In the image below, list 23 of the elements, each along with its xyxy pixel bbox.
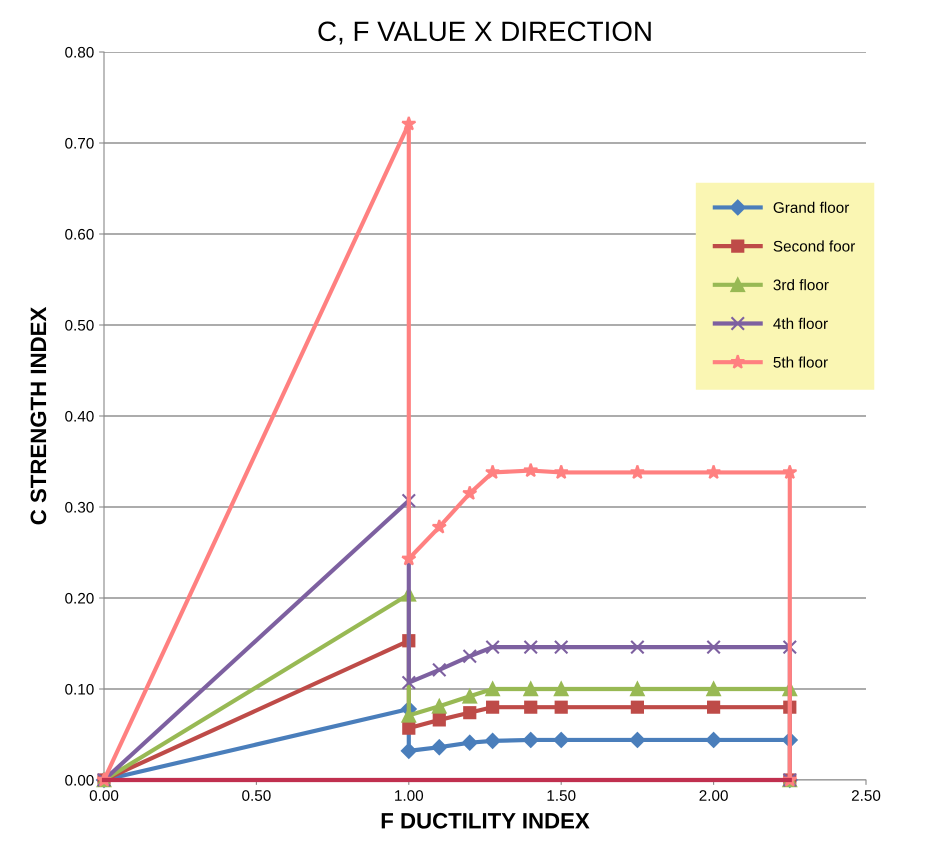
legend-label: 4th floor — [773, 318, 828, 330]
x-tick-label: 1.00 — [395, 790, 424, 801]
y-tick-label: 0.70 — [65, 138, 94, 149]
legend-label: 3rd floor — [773, 279, 829, 290]
y-axis-title: C STRENGTH INDEX — [30, 306, 46, 524]
legend-label: 5th floor — [774, 356, 828, 368]
x-axis-title: F DUCTILITY INDEX — [382, 812, 590, 829]
x-tick-label: 1.50 — [548, 790, 576, 801]
legend-label: Second foor — [774, 240, 856, 252]
y-tick-label: 0.00 — [65, 774, 94, 786]
x-tick-label: 0.00 — [90, 790, 118, 801]
y-tick-label: 0.20 — [65, 592, 94, 604]
y-tick-label: 0.10 — [65, 684, 94, 695]
y-tick-label: 0.60 — [65, 228, 94, 240]
chart-title: C, F VALUE X DIRECTION — [318, 21, 651, 44]
y-tick-label: 0.50 — [65, 320, 94, 331]
y-tick-label: 0.30 — [65, 502, 94, 513]
y-tick-label: 0.80 — [65, 46, 94, 58]
x-tick-label: 2.00 — [700, 790, 728, 801]
x-tick-label: 2.50 — [852, 790, 880, 801]
x-tick-label: 0.50 — [242, 790, 271, 801]
y-tick-label: 0.40 — [65, 410, 94, 422]
legend-label: Grand floor — [774, 202, 850, 213]
